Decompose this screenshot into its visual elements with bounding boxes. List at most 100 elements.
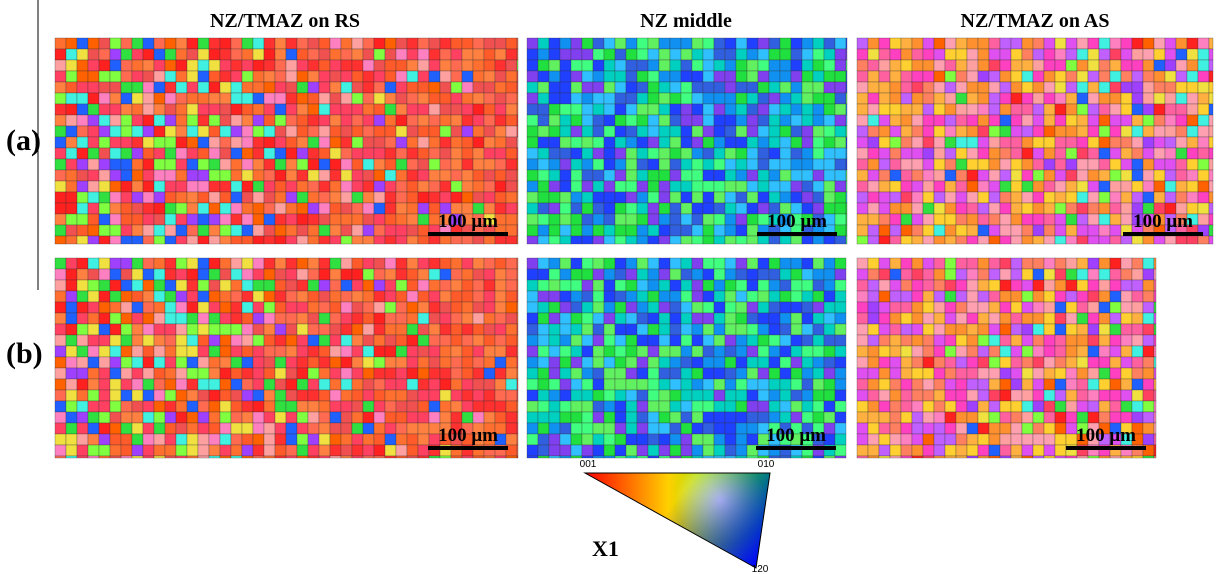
grain — [901, 115, 912, 126]
grain — [923, 49, 934, 60]
grain — [319, 104, 330, 115]
grain — [176, 82, 187, 93]
ebsd-map: 100 μm — [527, 258, 846, 458]
grain — [703, 104, 714, 115]
grain — [615, 335, 626, 346]
grain — [692, 60, 703, 71]
grain — [440, 280, 451, 291]
grain — [626, 126, 637, 137]
grain — [1088, 71, 1099, 82]
grain — [934, 93, 945, 104]
grain — [714, 456, 725, 458]
grain — [1198, 115, 1209, 126]
grain — [330, 137, 341, 148]
grain — [473, 71, 484, 82]
grain — [451, 269, 462, 280]
grain — [1110, 38, 1121, 49]
grain — [242, 346, 253, 357]
grain — [956, 390, 967, 401]
grain — [1088, 357, 1099, 368]
grain — [1044, 126, 1055, 137]
grain — [1011, 60, 1022, 71]
grain — [506, 192, 517, 203]
grain — [198, 302, 209, 313]
grain — [945, 280, 956, 291]
grain — [341, 346, 352, 357]
grain — [604, 203, 615, 214]
grain — [538, 434, 549, 445]
grain — [1000, 357, 1011, 368]
grain — [484, 38, 495, 49]
grain — [527, 324, 538, 335]
grain — [484, 126, 495, 137]
grain — [110, 368, 121, 379]
grain — [1132, 258, 1143, 269]
grain — [473, 302, 484, 313]
grain — [1011, 137, 1022, 148]
grain — [99, 60, 110, 71]
grain — [209, 60, 220, 71]
grain — [121, 38, 132, 49]
grain — [538, 368, 549, 379]
grain — [1165, 236, 1176, 244]
grain — [571, 313, 582, 324]
grain — [659, 445, 670, 456]
grain — [440, 38, 451, 49]
grain — [1110, 181, 1121, 192]
grain — [604, 236, 615, 244]
scale-label: 100 μm — [438, 425, 498, 446]
grain — [626, 71, 637, 82]
grain — [121, 60, 132, 71]
grain — [780, 324, 791, 335]
grain — [868, 423, 879, 434]
grain — [374, 214, 385, 225]
grain — [802, 71, 813, 82]
grain — [341, 170, 352, 181]
grain — [989, 280, 1000, 291]
grain — [308, 291, 319, 302]
grain — [132, 412, 143, 423]
grain — [1066, 148, 1077, 159]
grain — [484, 335, 495, 346]
grain — [462, 38, 473, 49]
grain — [176, 269, 187, 280]
grain — [1066, 104, 1077, 115]
grain — [1000, 214, 1011, 225]
grain — [527, 126, 538, 137]
grain — [242, 137, 253, 148]
grain — [242, 368, 253, 379]
grain — [231, 115, 242, 126]
grain — [1044, 423, 1055, 434]
grain — [231, 225, 242, 236]
grain — [1055, 357, 1066, 368]
grain — [110, 456, 121, 458]
grain — [857, 269, 868, 280]
grain — [352, 170, 363, 181]
grain — [517, 335, 518, 346]
grain — [286, 368, 297, 379]
grain — [604, 313, 615, 324]
grain — [769, 181, 780, 192]
grain — [242, 302, 253, 313]
grain — [626, 313, 637, 324]
grain — [297, 170, 308, 181]
grain — [1110, 192, 1121, 203]
grain — [99, 203, 110, 214]
grain — [1165, 170, 1176, 181]
grain — [934, 104, 945, 115]
grain — [549, 357, 560, 368]
grain — [758, 456, 769, 458]
grain — [132, 49, 143, 60]
grain — [1154, 93, 1165, 104]
grain — [1033, 313, 1044, 324]
grain — [132, 302, 143, 313]
grain — [484, 324, 495, 335]
grain — [330, 181, 341, 192]
grain — [912, 434, 923, 445]
grain — [1033, 269, 1044, 280]
grain — [934, 258, 945, 269]
ebsd-map: 100 μm — [55, 258, 518, 458]
grain — [341, 423, 352, 434]
grain — [582, 181, 593, 192]
grain — [341, 192, 352, 203]
